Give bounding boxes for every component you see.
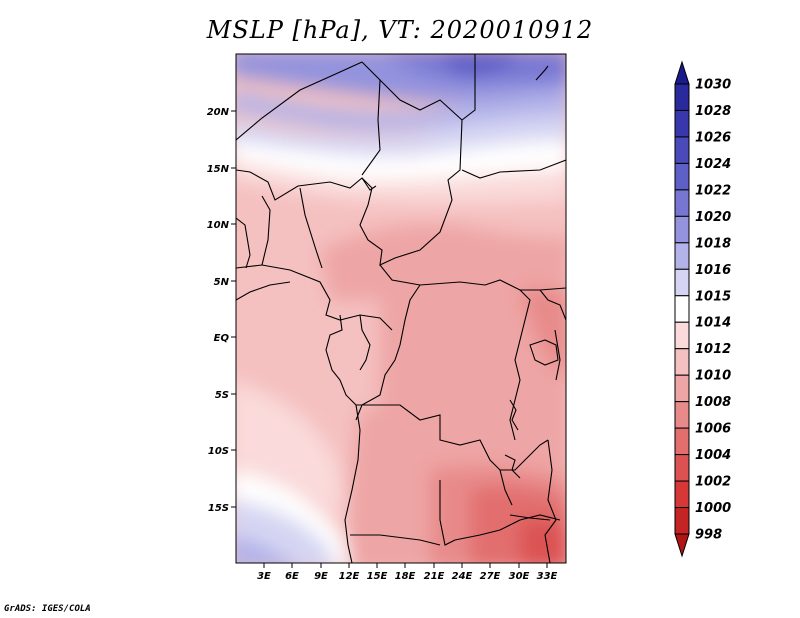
colorbar-swatch — [674, 215, 690, 244]
colorbar-swatch — [674, 162, 690, 191]
colorbar-label: 1016 — [695, 263, 731, 278]
colorbar-label: 1030 — [695, 78, 731, 93]
lat-label: 15N — [207, 164, 230, 175]
lon-label: 3E — [257, 571, 271, 582]
lon-label: 18E — [395, 571, 416, 582]
country-borders — [236, 54, 566, 563]
colorbar-label: 1002 — [695, 475, 731, 490]
lat-label: 10S — [208, 446, 229, 457]
lon-label: 30E — [509, 571, 530, 582]
colorbar-label: 1022 — [695, 183, 731, 198]
lat-label: 5S — [215, 390, 229, 401]
lat-label: 15S — [208, 503, 229, 514]
colorbar-swatch — [674, 60, 690, 85]
colorbar-swatch — [674, 533, 690, 558]
colorbar-swatch — [674, 507, 690, 535]
colorbar-label: 1018 — [695, 236, 731, 251]
colorbar-label: 1010 — [695, 369, 731, 384]
lon-label: 15E — [367, 571, 388, 582]
map-title: MSLP [hPa], VT: 2020010912 — [206, 16, 594, 44]
colorbar-swatch — [674, 295, 690, 323]
colorbar-swatch — [674, 83, 690, 111]
lon-label: 27E — [480, 571, 501, 582]
colorbar-swatch — [674, 136, 690, 164]
colorbar-label: 1012 — [695, 342, 731, 357]
lon-label: 9E — [314, 571, 328, 582]
map-frame — [235, 53, 567, 564]
colorbar-swatch — [674, 427, 690, 456]
lon-label: 12E — [339, 571, 360, 582]
colorbar-label: 1014 — [695, 316, 731, 331]
colorbar-label: 1026 — [695, 130, 731, 145]
colorbar-swatch — [674, 242, 690, 270]
colorbar-swatch — [674, 374, 690, 403]
lat-label: EQ — [214, 333, 230, 344]
lat-label: 5N — [214, 277, 230, 288]
colorbar-label: 1024 — [695, 157, 731, 172]
colorbar-label: 1004 — [695, 448, 731, 463]
colorbar-swatch — [674, 321, 690, 350]
colorbar-legend: 1030 1028 1026 1024 1022 1020 1018 1016 1015 1014… — [674, 60, 731, 558]
grads-credit: GrADS: IGES/COLA — [4, 604, 91, 614]
colorbar-label: 1020 — [695, 210, 731, 225]
colorbar-label: 1006 — [695, 422, 731, 437]
lon-label: 33E — [537, 571, 558, 582]
colorbar-label: 1000 — [695, 501, 731, 516]
colorbar-label: 1015 — [695, 289, 731, 304]
colorbar-swatch — [674, 401, 690, 429]
latitude-axis: 20N 15N 10N 5N EQ 5S 10S 15S — [207, 107, 236, 514]
longitude-axis: 3E 6E 9E 12E 15E 18E 21E 24E 27E 30E 33E — [257, 563, 558, 582]
lon-label: 6E — [285, 571, 299, 582]
lat-label: 10N — [207, 220, 230, 231]
colorbar-swatch — [674, 109, 690, 138]
colorbar-swatch — [674, 480, 690, 509]
pressure-field — [236, 54, 566, 563]
colorbar-swatch — [674, 454, 690, 482]
lon-label: 21E — [424, 571, 445, 582]
colorbar-label: 1008 — [695, 395, 731, 410]
colorbar-label: 1028 — [695, 104, 731, 119]
colorbar-swatch — [674, 268, 690, 297]
lat-label: 20N — [207, 107, 230, 118]
colorbar-swatch — [674, 189, 690, 217]
colorbar-label: 998 — [695, 528, 722, 543]
colorbar-swatch — [674, 348, 690, 376]
lon-label: 24E — [452, 571, 473, 582]
